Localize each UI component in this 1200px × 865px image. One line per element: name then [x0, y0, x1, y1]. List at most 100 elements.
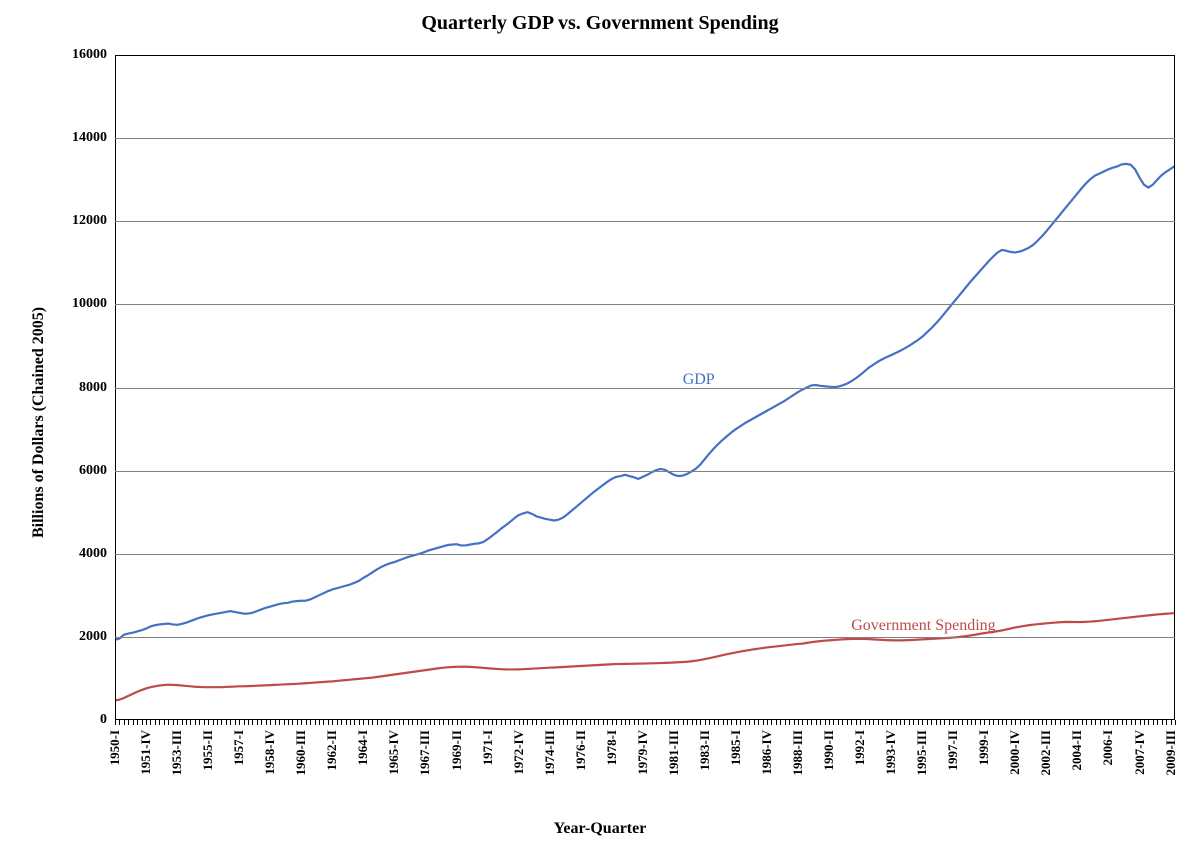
x-tick-mark	[674, 720, 675, 725]
x-tick-mark	[896, 720, 897, 725]
x-tick-mark	[1046, 720, 1047, 725]
x-tick-mark	[634, 720, 635, 725]
x-tick-mark	[1104, 720, 1105, 725]
x-tick-mark	[1175, 720, 1176, 725]
x-tick-mark	[993, 720, 994, 725]
x-tick-mark	[359, 720, 360, 725]
x-tick-mark	[306, 720, 307, 725]
x-tick-mark	[177, 720, 178, 725]
x-tick-mark	[363, 720, 364, 725]
x-tick-label: 1953-III	[169, 730, 185, 776]
x-tick-mark	[226, 720, 227, 725]
x-tick-mark	[621, 720, 622, 725]
x-tick-mark	[550, 720, 551, 725]
x-tick-mark	[572, 720, 573, 725]
x-tick-mark	[501, 720, 502, 725]
x-tick-mark	[851, 720, 852, 725]
x-tick-mark	[323, 720, 324, 725]
x-tick-mark	[807, 720, 808, 725]
x-tick-mark	[381, 720, 382, 725]
series-label-government-spending: Government Spending	[851, 617, 995, 635]
x-tick-mark	[124, 720, 125, 725]
x-tick-label: 2009-III	[1163, 730, 1179, 776]
x-tick-mark	[598, 720, 599, 725]
x-tick-mark	[417, 720, 418, 725]
y-tick-label: 6000	[79, 463, 107, 479]
x-tick-mark	[465, 720, 466, 725]
x-tick-mark	[590, 720, 591, 725]
x-tick-mark	[723, 720, 724, 725]
x-tick-label: 1997-II	[945, 730, 961, 770]
x-tick-label: 1972-IV	[511, 730, 527, 775]
x-tick-label: 1985-I	[728, 730, 744, 765]
x-tick-label: 1986-IV	[759, 730, 775, 775]
x-tick-mark	[1064, 720, 1065, 725]
x-tick-mark	[532, 720, 533, 725]
x-tick-mark	[315, 720, 316, 725]
x-tick-label: 1995-III	[914, 730, 930, 776]
x-tick-label: 1981-III	[666, 730, 682, 776]
y-tick-label: 10000	[72, 296, 107, 312]
x-tick-mark	[128, 720, 129, 725]
x-tick-mark	[692, 720, 693, 725]
x-tick-mark	[1086, 720, 1087, 725]
x-tick-mark	[665, 720, 666, 725]
x-tick-mark	[856, 720, 857, 725]
x-tick-mark	[199, 720, 200, 725]
series-line-gdp	[115, 164, 1175, 640]
x-tick-mark	[1073, 720, 1074, 725]
x-tick-label: 1979-IV	[635, 730, 651, 775]
x-tick-mark	[159, 720, 160, 725]
x-tick-mark	[319, 720, 320, 725]
x-tick-mark	[1135, 720, 1136, 725]
x-tick-mark	[270, 720, 271, 725]
x-tick-label: 1974-III	[542, 730, 558, 776]
x-tick-mark	[430, 720, 431, 725]
x-tick-mark	[763, 720, 764, 725]
x-tick-label: 1971-I	[480, 730, 496, 765]
x-tick-mark	[1091, 720, 1092, 725]
x-tick-mark	[341, 720, 342, 725]
x-tick-mark	[150, 720, 151, 725]
x-tick-mark	[142, 720, 143, 725]
x-tick-mark	[519, 720, 520, 725]
x-tick-label: 2007-IV	[1132, 730, 1148, 775]
x-tick-mark	[887, 720, 888, 725]
x-tick-mark	[820, 720, 821, 725]
x-tick-mark	[594, 720, 595, 725]
x-tick-mark	[239, 720, 240, 725]
x-tick-mark	[940, 720, 941, 725]
x-tick-label: 1951-IV	[138, 730, 154, 775]
x-tick-mark	[350, 720, 351, 725]
x-tick-mark	[1029, 720, 1030, 725]
x-tick-mark	[802, 720, 803, 725]
x-tick-mark	[829, 720, 830, 725]
x-tick-mark	[1069, 720, 1070, 725]
x-tick-mark	[798, 720, 799, 725]
x-tick-mark	[1077, 720, 1078, 725]
x-tick-mark	[563, 720, 564, 725]
x-tick-mark	[825, 720, 826, 725]
x-tick-mark	[696, 720, 697, 725]
x-tick-mark	[1002, 720, 1003, 725]
gridline	[115, 221, 1175, 222]
x-tick-mark	[927, 720, 928, 725]
x-tick-label: 1999-I	[976, 730, 992, 765]
x-tick-mark	[727, 720, 728, 725]
x-tick-mark	[461, 720, 462, 725]
series-line-government-spending	[115, 613, 1175, 700]
x-tick-mark	[922, 720, 923, 725]
x-tick-mark	[647, 720, 648, 725]
x-tick-label: 1967-III	[417, 730, 433, 776]
y-axis-label: Billions of Dollars (Chained 2005)	[30, 306, 48, 537]
x-tick-mark	[909, 720, 910, 725]
x-tick-mark	[714, 720, 715, 725]
x-tick-mark	[625, 720, 626, 725]
x-tick-mark	[235, 720, 236, 725]
x-tick-mark	[195, 720, 196, 725]
x-tick-mark	[252, 720, 253, 725]
x-tick-mark	[337, 720, 338, 725]
x-tick-label: 1969-II	[449, 730, 465, 770]
x-tick-mark	[448, 720, 449, 725]
y-tick-label: 12000	[72, 213, 107, 229]
